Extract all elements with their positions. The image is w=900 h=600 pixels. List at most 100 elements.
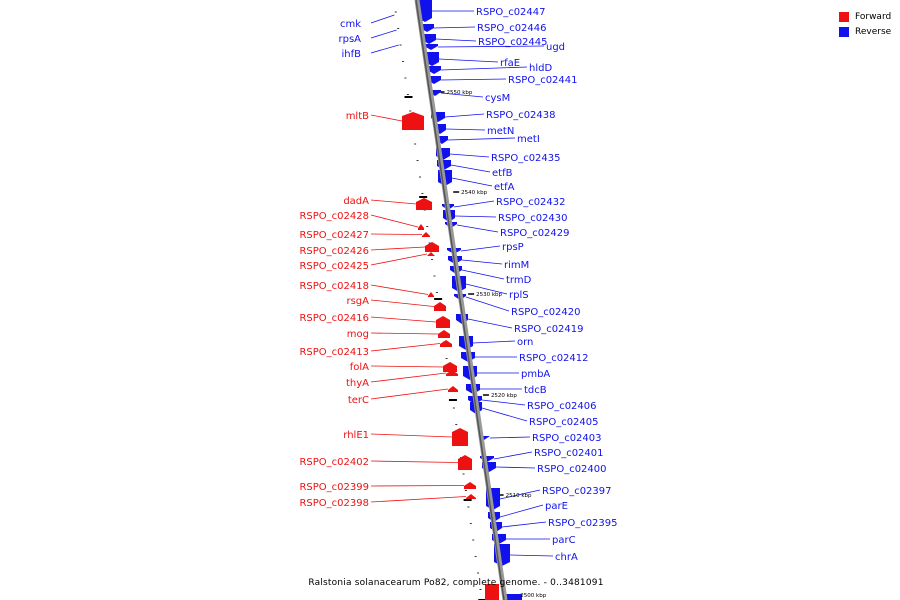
gene-label-left: mog — [347, 329, 369, 340]
leader-line — [370, 316, 437, 323]
gene-label-right: RSPO_c02432 — [496, 197, 566, 208]
gene-label-right: trmD — [506, 275, 532, 286]
forward-gene — [418, 224, 424, 230]
leader-line — [435, 38, 477, 42]
gene-label-right: RSPO_c02412 — [519, 353, 589, 364]
leader-line — [447, 137, 516, 141]
gene-label-left: RSPO_c02425 — [299, 261, 369, 272]
reverse-gene — [424, 44, 438, 50]
leader-line — [456, 224, 499, 233]
leader-line — [501, 521, 547, 528]
gene-label-left: rhlE1 — [343, 430, 369, 441]
leader-line — [445, 128, 486, 131]
gene-label-right: metI — [517, 134, 540, 145]
gene-label-right: RSPO_c02400 — [537, 464, 607, 475]
leader-line — [461, 259, 503, 265]
leader-line — [454, 215, 497, 218]
gene-label-right: rimM — [504, 260, 529, 271]
gene-label-right: RSPO_c02406 — [527, 401, 597, 412]
leader-line — [370, 365, 444, 368]
genome-backbone-highlight — [415, 0, 505, 600]
forward-gene — [416, 198, 432, 210]
gene-label-right: RSPO_c02397 — [542, 486, 612, 497]
tick-label: 2530 kbp — [476, 292, 502, 298]
leader-line — [451, 177, 493, 187]
gene-label-right: pmbA — [521, 369, 550, 380]
gene-label-right: RSPO_c02441 — [508, 75, 578, 86]
leader-line — [370, 253, 428, 266]
leader-line — [370, 496, 467, 503]
leader-line — [370, 485, 465, 487]
leader-line — [370, 284, 429, 295]
gene-label-right: ugd — [546, 42, 565, 53]
gene-label-left: terC — [348, 395, 369, 406]
leader-line — [433, 26, 476, 29]
gene-label-right: RSPO_c02401 — [534, 448, 604, 459]
leader-line — [493, 451, 533, 460]
gene-label-left: RSPO_c02418 — [299, 281, 369, 292]
gene-label-right: RSPO_c02430 — [498, 213, 568, 224]
gene-label-right: RSPO_c02420 — [511, 307, 581, 318]
gene-label-right: RSPO_c02445 — [478, 37, 548, 48]
leader-line — [453, 200, 495, 208]
gene-label-right: orn — [517, 337, 533, 348]
leader-line — [370, 199, 417, 205]
forward-gene — [428, 292, 434, 297]
gene-label-left: RSPO_c02402 — [299, 457, 369, 468]
gene-label-left: dadA — [343, 196, 369, 207]
gene-label-right: chrA — [555, 552, 578, 563]
forward-gene — [422, 232, 430, 237]
leader-line — [495, 466, 536, 469]
leader-line — [489, 436, 531, 439]
leader-line — [440, 78, 507, 81]
gene-label-left: cmk — [340, 19, 361, 30]
gene-label-left: RSPO_c02398 — [299, 498, 369, 509]
leader-line — [370, 246, 426, 251]
reverse-swatch — [839, 26, 849, 37]
leader-line — [370, 299, 435, 307]
forward-gene — [452, 428, 468, 446]
tick-label: 2540 kbp — [461, 190, 487, 196]
leader-line — [370, 44, 399, 54]
gene-label-right: RSPO_c02447 — [476, 7, 546, 18]
leader-line — [465, 283, 508, 295]
forward-gene — [485, 584, 499, 600]
gene-label-left: mltB — [346, 111, 369, 122]
leader-line — [370, 214, 419, 228]
leader-line — [472, 340, 516, 344]
gene-label-right: RSPO_c02446 — [477, 23, 547, 34]
gene-label-right: etfA — [494, 182, 515, 193]
leader-line — [370, 114, 403, 122]
leader-line — [370, 14, 395, 24]
legend-reverse: Reverse — [839, 24, 891, 39]
forward-swatch — [839, 11, 849, 22]
gene-label-right: RSPO_c02395 — [548, 518, 618, 529]
gene-label-left: folA — [350, 362, 369, 373]
forward-gene — [438, 330, 450, 338]
gene-label-left: RSPO_c02413 — [299, 347, 369, 358]
leader-line — [467, 318, 513, 329]
gene-label-right: etfB — [492, 168, 513, 179]
leader-line — [465, 296, 510, 312]
gene-label-left: thyA — [346, 378, 369, 389]
leader-line — [481, 407, 528, 422]
tick-label: 2500 kbp — [520, 593, 546, 599]
leader-line — [370, 372, 447, 383]
forward-gene — [466, 494, 476, 499]
gene-label-right: rplS — [509, 290, 529, 301]
legend-reverse-label: Reverse — [855, 26, 892, 37]
gene-label-right: tdcB — [524, 385, 547, 396]
gene-label-right: cysM — [485, 93, 510, 104]
forward-gene — [446, 370, 458, 376]
gene-label-right: RSPO_c02419 — [514, 324, 584, 335]
leader-line — [370, 460, 459, 463]
gene-label-left: RSPO_c02399 — [299, 482, 369, 493]
forward-gene — [440, 340, 452, 347]
leader-line — [499, 489, 541, 500]
gene-labels: 2550 kbp 2540 kbp 2530 kbp 2520 kbp 2510 kbp… — [299, 7, 617, 599]
legend: Forward Reverse — [839, 9, 891, 39]
gene-label-right: RSPO_c02403 — [532, 433, 602, 444]
leader-line — [440, 66, 528, 71]
leader-line — [450, 164, 491, 173]
gene-label-right: rfaE — [500, 58, 520, 69]
